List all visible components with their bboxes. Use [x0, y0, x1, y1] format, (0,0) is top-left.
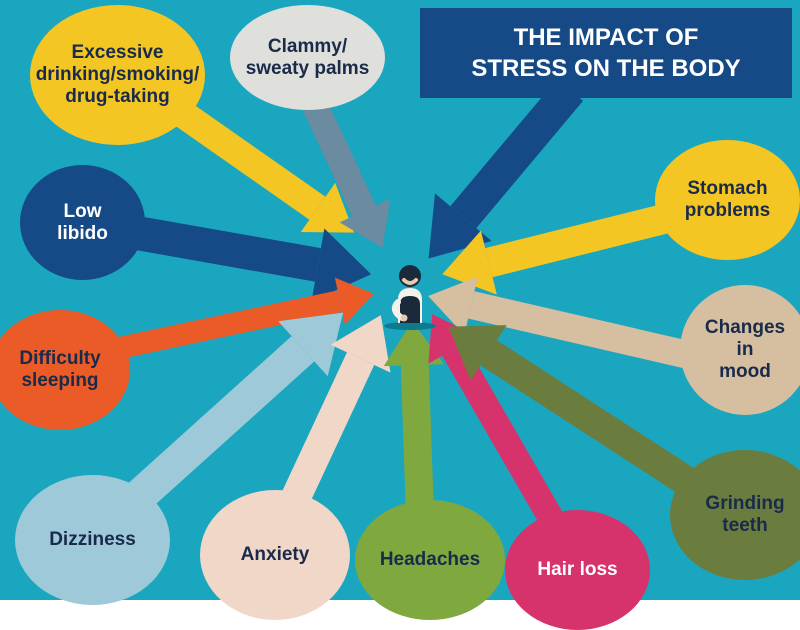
- infographic-title: THE IMPACT OFSTRESS ON THE BODY: [420, 8, 792, 98]
- infographic-canvas: THE IMPACT OFSTRESS ON THE BODY Excessive…: [0, 0, 800, 600]
- bubble-grinding: Grindingteeth: [670, 450, 800, 580]
- bubble-label: Headaches: [380, 549, 480, 571]
- bubble-dizziness: Dizziness: [15, 475, 170, 605]
- bubble-label: Stomachproblems: [685, 178, 771, 222]
- bubble-libido: Lowlibido: [20, 165, 145, 280]
- bubble-label: Lowlibido: [57, 201, 108, 245]
- bubble-label: Grindingteeth: [705, 493, 784, 537]
- bubble-anxiety: Anxiety: [200, 490, 350, 620]
- bubble-label: Anxiety: [241, 544, 310, 566]
- stressed-person-icon: [380, 260, 440, 330]
- bubble-headaches: Headaches: [355, 500, 505, 620]
- bubble-stomach: Stomachproblems: [655, 140, 800, 260]
- bubble-label: Difficultysleeping: [19, 348, 100, 392]
- bubble-label: Excessivedrinking/smoking/drug-taking: [36, 42, 200, 108]
- bubble-label: Dizziness: [49, 529, 136, 551]
- bubble-label: Changesinmood: [705, 317, 785, 383]
- bubble-label: Clammy/sweaty palms: [246, 36, 370, 80]
- bubble-clammy: Clammy/sweaty palms: [230, 5, 385, 110]
- bubble-drinking: Excessivedrinking/smoking/drug-taking: [30, 5, 205, 145]
- bubble-sleeping: Difficultysleeping: [0, 310, 130, 430]
- bubble-hairloss: Hair loss: [505, 510, 650, 630]
- bubble-mood: Changesinmood: [680, 285, 800, 415]
- bubble-label: Hair loss: [537, 559, 617, 581]
